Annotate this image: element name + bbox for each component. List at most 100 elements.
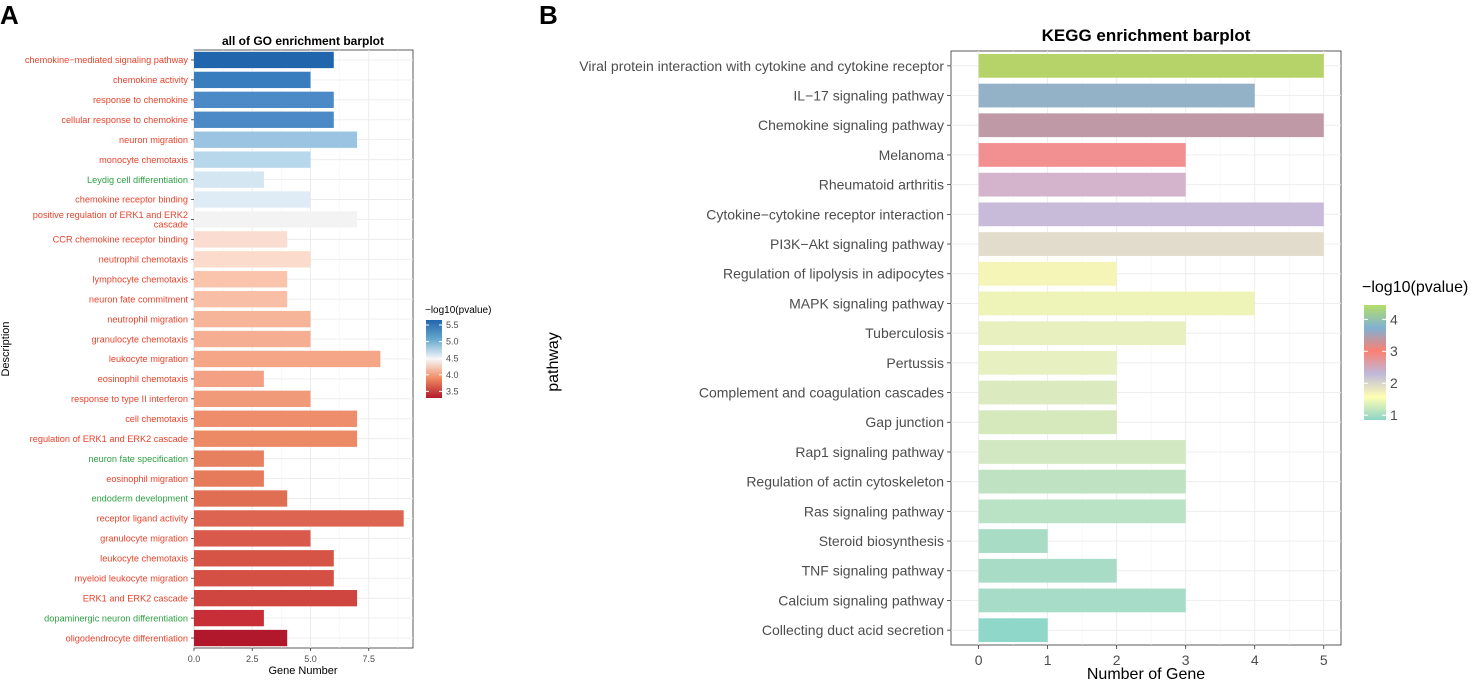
- bar: [194, 51, 334, 69]
- legend-label: 4.5: [446, 353, 459, 363]
- go-legend-ticks: 5.5 5.0 4.5 4.0 3.5: [426, 320, 459, 397]
- bar: [978, 113, 1324, 138]
- category-label: neutrophil migration: [107, 314, 188, 324]
- category-label: Chemokine signaling pathway: [758, 117, 944, 133]
- bar: [194, 570, 334, 587]
- go-plot-area: [193, 49, 414, 649]
- bar: [978, 469, 1186, 494]
- bar: [194, 111, 334, 128]
- bar: [194, 410, 358, 427]
- category-label: IL−17 signaling pathway: [793, 87, 944, 103]
- bar: [194, 609, 264, 627]
- kegg-legend: −log10(pvalue) 4 3 2 1: [1362, 279, 1468, 423]
- bar: [194, 211, 358, 228]
- x-tick-label: 0: [975, 652, 983, 668]
- kegg-y-axis-label: pathway: [545, 332, 562, 392]
- category-label: dopaminergic neuron differentiation: [44, 613, 188, 623]
- bar: [978, 321, 1186, 346]
- panel-b-letter: B: [539, 0, 558, 30]
- category-label: leukocyte migration: [109, 354, 188, 364]
- bar: [194, 629, 288, 647]
- go-legend-colorbar: [426, 320, 442, 398]
- category-label: neuron fate specification: [88, 454, 188, 464]
- kegg-x-axis-label: Number of Gene: [1087, 666, 1205, 680]
- bar: [194, 330, 311, 348]
- category-label: response to chemokine: [93, 95, 188, 105]
- bar: [194, 131, 358, 148]
- category-label: ERK1 and ERK2 cascade: [83, 593, 188, 603]
- bar: [194, 171, 264, 188]
- category-label: Complement and coagulation cascades: [699, 384, 944, 400]
- kegg-chart-title: KEGG enrichment barplot: [1042, 26, 1251, 45]
- category-label: oligodendrocyte differentiation: [66, 633, 188, 643]
- category-label: granulocyte chemotaxis: [91, 334, 188, 344]
- bar: [978, 410, 1117, 435]
- legend-label: 1: [1390, 407, 1398, 423]
- go-barplot-panel: A all of GO enrichment barplot chemokine…: [0, 0, 491, 677]
- x-tick-label: 1: [1044, 652, 1052, 668]
- bar: [194, 231, 288, 248]
- bar: [194, 191, 311, 208]
- category-label: CCR chemokine receptor binding: [53, 235, 188, 245]
- go-legend: −log10(pvalue) 5.5 5.0 4.5 4.0 3.5: [425, 305, 491, 398]
- bar: [194, 370, 264, 388]
- category-label: Viral protein interaction with cytokine …: [579, 58, 944, 74]
- category-label: Cytokine−cytokine receptor interaction: [706, 206, 944, 222]
- go-y-axis-label: Description: [0, 321, 12, 376]
- category-label: Steroid biosynthesis: [819, 533, 944, 549]
- category-label: Rap1 signaling pathway: [795, 444, 944, 460]
- panel-a-letter: A: [0, 0, 19, 30]
- go-x-ticks: 0.0 2.5 5.0 7.5: [188, 648, 375, 664]
- category-label: eosinophil migration: [106, 474, 188, 484]
- category-label: PI3K−Akt signaling pathway: [770, 236, 944, 252]
- bar: [978, 143, 1186, 167]
- go-category-labels: chemokine−mediated signaling pathway chem…: [25, 55, 194, 643]
- bar: [194, 350, 381, 368]
- category-label: receptor ligand activity: [97, 514, 189, 524]
- category-label: Ras signaling pathway: [804, 503, 944, 519]
- bar: [194, 550, 334, 567]
- category-label: Regulation of actin cytoskeleton: [746, 474, 944, 490]
- category-label: Melanoma: [879, 147, 945, 163]
- bar: [194, 430, 358, 447]
- bar: [194, 530, 311, 547]
- go-chart-title: all of GO enrichment barplot: [222, 34, 384, 48]
- category-label: cellular response to chemokine: [61, 115, 188, 125]
- bar: [194, 271, 288, 288]
- bar: [978, 291, 1255, 316]
- bar: [978, 350, 1117, 375]
- category-label: Collecting duct acid secretion: [762, 622, 944, 638]
- category-label: TNF signaling pathway: [802, 563, 944, 579]
- category-label: neutrophil chemotaxis: [99, 255, 189, 265]
- bar: [978, 83, 1255, 108]
- category-label: chemokine activity: [113, 75, 188, 85]
- bar: [194, 390, 311, 408]
- bar: [194, 510, 404, 527]
- x-tick-label: 5: [1320, 652, 1328, 668]
- category-label: MAPK signaling pathway: [789, 295, 944, 311]
- category-label: Calcium signaling pathway: [778, 592, 944, 608]
- category-label: leukocyte chemotaxis: [100, 554, 188, 564]
- bar: [978, 440, 1186, 464]
- category-label: Regulation of lipolysis in adipocytes: [723, 266, 944, 282]
- kegg-legend-ticks: 4 3 2 1: [1364, 311, 1398, 423]
- bar: [194, 589, 358, 607]
- kegg-category-labels: Viral protein interaction with cytokine …: [579, 58, 951, 638]
- category-label: eosinophil chemotaxis: [98, 374, 189, 384]
- legend-label: 3.5: [446, 387, 459, 397]
- legend-label: 4.0: [446, 370, 459, 380]
- kegg-x-ticks: 0 1 2 3 4 5: [975, 645, 1328, 668]
- kegg-bars: [978, 53, 1324, 643]
- legend-label: 5.0: [446, 337, 459, 347]
- category-label: monocyte chemotaxis: [99, 155, 188, 165]
- category-label: endoderm development: [91, 494, 188, 504]
- go-bars: [194, 51, 404, 647]
- x-tick-label: 5.0: [304, 654, 317, 664]
- bar: [194, 290, 288, 308]
- bar: [194, 310, 311, 328]
- category-label: Gap junction: [865, 414, 944, 430]
- bar: [194, 251, 311, 268]
- bar: [978, 261, 1117, 286]
- x-tick-label: 0.0: [188, 654, 201, 664]
- bar: [978, 232, 1324, 256]
